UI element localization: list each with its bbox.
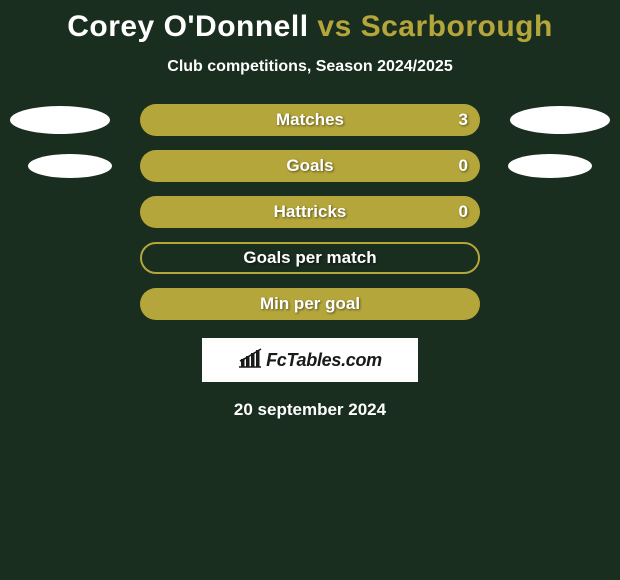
page-title: Corey O'Donnell vs Scarborough	[0, 10, 620, 44]
stat-row-matches: Matches 3	[0, 104, 620, 136]
stat-label: Matches	[276, 110, 344, 130]
stat-value: 3	[459, 110, 468, 130]
ellipse-right-icon	[508, 154, 592, 178]
stat-value: 0	[459, 202, 468, 222]
stat-bar: Goals 0	[140, 150, 480, 182]
stat-bar: Hattricks 0	[140, 196, 480, 228]
stat-row-goals-per-match: Goals per match	[0, 242, 620, 274]
stat-bar: Min per goal	[140, 288, 480, 320]
ellipse-left-icon	[28, 154, 112, 178]
stat-value: 0	[459, 156, 468, 176]
ellipse-right-icon	[510, 106, 610, 134]
stat-label: Goals	[286, 156, 333, 176]
stat-row-hattricks: Hattricks 0	[0, 196, 620, 228]
bar-chart-icon	[238, 348, 262, 373]
logo-text: FcTables.com	[266, 350, 382, 371]
date-text: 20 september 2024	[0, 400, 620, 420]
title-vs: vs	[317, 10, 351, 43]
stat-bar: Matches 3	[140, 104, 480, 136]
stat-label: Hattricks	[274, 202, 347, 222]
stat-bar: Goals per match	[140, 242, 480, 274]
logo-box: FcTables.com	[202, 338, 418, 382]
stat-row-goals: Goals 0	[0, 150, 620, 182]
stats-container: Corey O'Donnell vs Scarborough Club comp…	[0, 0, 620, 420]
stat-label: Min per goal	[260, 294, 360, 314]
title-opponent: Scarborough	[361, 10, 553, 43]
stat-row-min-per-goal: Min per goal	[0, 288, 620, 320]
title-player: Corey O'Donnell	[67, 10, 308, 43]
subtitle: Club competitions, Season 2024/2025	[0, 58, 620, 76]
ellipse-left-icon	[10, 106, 110, 134]
stat-label: Goals per match	[243, 248, 376, 268]
